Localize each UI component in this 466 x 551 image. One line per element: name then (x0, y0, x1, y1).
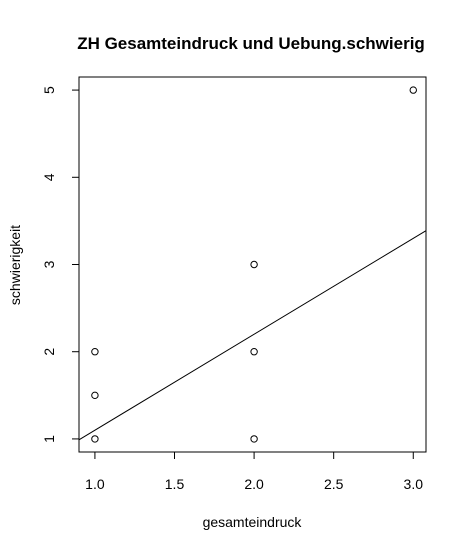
data-point (250, 260, 258, 269)
data-point (250, 435, 258, 443)
plot-frame (78, 76, 427, 453)
chart-title: ZH Gesamteindruck und Uebung.schwierig (77, 34, 425, 53)
y-tick-label: 5 (41, 86, 57, 94)
regression-line-group (78, 230, 427, 441)
data-point (250, 348, 258, 356)
x-tick-label: 3.0 (404, 476, 424, 492)
x-tick-label: 2.5 (324, 476, 344, 492)
y-tick-label: 1 (41, 435, 57, 443)
y-axis: 1 2 3 4 5 (41, 86, 79, 443)
x-axis-label: gesamteindruck (203, 514, 303, 530)
x-axis: 1.0 1.5 2.0 2.5 3.0 (85, 452, 423, 492)
y-axis-label: schwierigkeit (7, 225, 23, 305)
data-point (91, 348, 99, 356)
data-point (409, 86, 417, 94)
regression-line (78, 230, 427, 441)
y-tick-label: 4 (41, 173, 57, 181)
x-tick-label: 2.0 (244, 476, 264, 492)
data-point (91, 391, 99, 400)
y-tick-label: 3 (41, 260, 57, 268)
data-point (91, 435, 99, 443)
x-tick-label: 1.0 (85, 476, 105, 492)
x-tick-label: 1.5 (165, 476, 185, 492)
y-tick-label: 2 (41, 348, 57, 356)
data-points (91, 86, 417, 443)
